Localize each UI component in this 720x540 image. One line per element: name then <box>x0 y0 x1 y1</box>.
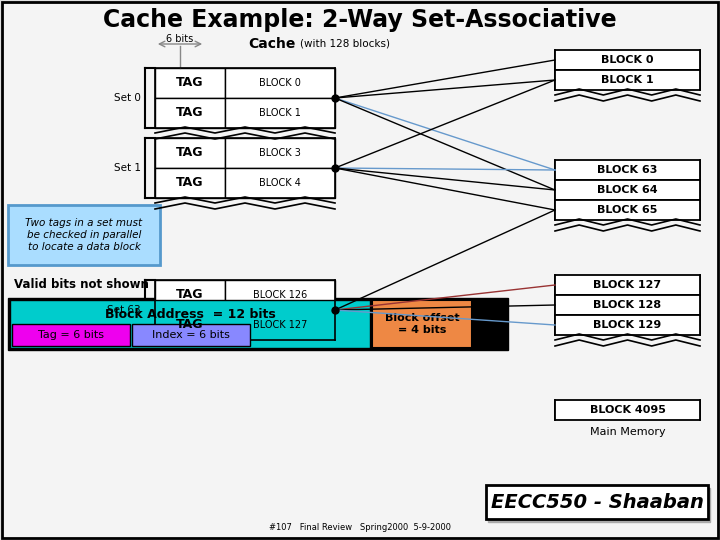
Text: BLOCK 63: BLOCK 63 <box>598 165 657 175</box>
Text: TAG: TAG <box>176 288 204 301</box>
Text: BLOCK 127: BLOCK 127 <box>253 320 307 330</box>
Text: BLOCK 4095: BLOCK 4095 <box>590 405 665 415</box>
Text: Tag = 6 bits: Tag = 6 bits <box>38 330 104 340</box>
Text: BLOCK 65: BLOCK 65 <box>598 205 657 215</box>
Text: Cache Example: 2-Way Set-Associative: Cache Example: 2-Way Set-Associative <box>103 8 617 32</box>
Bar <box>225 168 335 198</box>
Bar <box>486 485 708 519</box>
Text: BLOCK 0: BLOCK 0 <box>259 78 301 88</box>
Bar <box>225 280 335 310</box>
Text: Two tags in a set must
be checked in parallel
to locate a data block: Two tags in a set must be checked in par… <box>25 218 143 252</box>
Bar <box>8 298 508 350</box>
Text: Set 1: Set 1 <box>114 163 141 173</box>
Bar <box>555 400 700 420</box>
Text: BLOCK 129: BLOCK 129 <box>593 320 662 330</box>
Bar <box>225 98 335 128</box>
Text: BLOCK 128: BLOCK 128 <box>593 300 662 310</box>
Text: BLOCK 1: BLOCK 1 <box>601 75 654 85</box>
Text: #107   Final Review   Spring2000  5-9-2000: #107 Final Review Spring2000 5-9-2000 <box>269 523 451 532</box>
Bar <box>225 68 335 98</box>
Text: TAG: TAG <box>176 106 204 119</box>
Bar <box>10 300 370 348</box>
Bar <box>372 300 472 348</box>
Text: Cache: Cache <box>248 37 295 51</box>
Text: TAG: TAG <box>176 77 204 90</box>
Bar <box>555 180 700 200</box>
Text: BLOCK 0: BLOCK 0 <box>601 55 654 65</box>
Text: BLOCK 1: BLOCK 1 <box>259 108 301 118</box>
Bar <box>132 324 250 346</box>
Bar <box>555 50 700 70</box>
Text: 6 bits: 6 bits <box>166 34 194 44</box>
Text: TAG: TAG <box>176 319 204 332</box>
Text: Main Memory: Main Memory <box>590 427 665 437</box>
Bar <box>555 160 700 180</box>
Bar <box>155 310 225 340</box>
Text: Set 0: Set 0 <box>114 93 141 103</box>
Bar <box>155 98 225 128</box>
Text: Valid bits not shown: Valid bits not shown <box>14 279 149 292</box>
Text: Block Address  = 12 bits: Block Address = 12 bits <box>104 307 275 321</box>
Text: BLOCK 64: BLOCK 64 <box>597 185 658 195</box>
Bar <box>155 168 225 198</box>
Text: Block offset
= 4 bits: Block offset = 4 bits <box>384 313 459 335</box>
Bar <box>225 138 335 168</box>
Bar <box>8 205 160 265</box>
Text: BLOCK 3: BLOCK 3 <box>259 148 301 158</box>
Bar <box>555 200 700 220</box>
Text: BLOCK 4: BLOCK 4 <box>259 178 301 188</box>
Bar <box>155 280 225 310</box>
Text: Set 63: Set 63 <box>107 305 141 315</box>
Text: TAG: TAG <box>176 177 204 190</box>
Bar <box>488 488 710 522</box>
Text: Index = 6 bits: Index = 6 bits <box>152 330 230 340</box>
Text: BLOCK 127: BLOCK 127 <box>593 280 662 290</box>
Bar <box>12 324 130 346</box>
Bar <box>155 68 225 98</box>
Text: TAG: TAG <box>176 146 204 159</box>
Bar <box>555 315 700 335</box>
Bar <box>155 138 225 168</box>
Text: EECC550 - Shaaban: EECC550 - Shaaban <box>490 492 703 511</box>
Text: BLOCK 126: BLOCK 126 <box>253 290 307 300</box>
Bar <box>555 275 700 295</box>
Bar <box>225 310 335 340</box>
Text: (with 128 blocks): (with 128 blocks) <box>300 39 390 49</box>
Bar <box>555 70 700 90</box>
Bar <box>555 295 700 315</box>
